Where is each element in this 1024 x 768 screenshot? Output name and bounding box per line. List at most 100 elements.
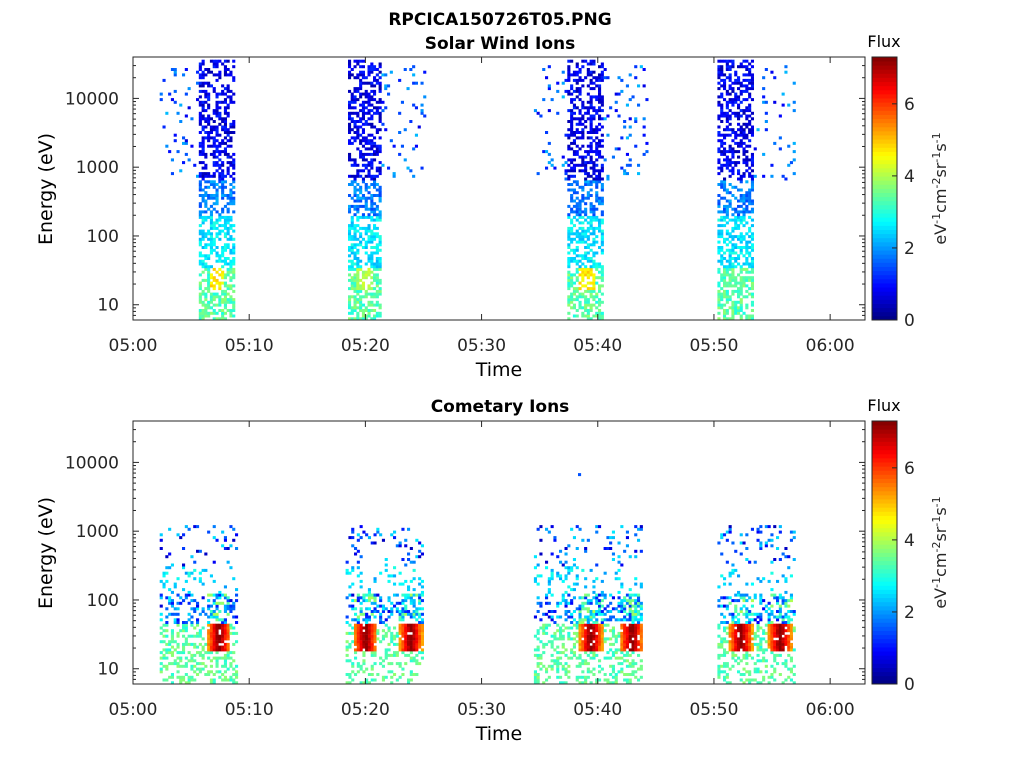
spectrogram-cell xyxy=(353,177,357,181)
spectrogram-cell xyxy=(723,78,727,82)
spectrogram-cell xyxy=(204,120,208,123)
spectrogram-cell xyxy=(232,163,236,167)
spectrogram-cell xyxy=(381,659,385,663)
spectrogram-cell xyxy=(364,188,368,192)
spectrogram-cell xyxy=(353,254,357,258)
spectrogram-cell xyxy=(351,662,355,666)
spectrogram-cell xyxy=(420,626,424,630)
spectrogram-cell xyxy=(739,300,743,304)
spectrogram-cell xyxy=(232,262,236,266)
spectrogram-cell xyxy=(734,98,738,102)
spectrogram-cell xyxy=(584,645,588,649)
spectrogram-cell xyxy=(361,273,365,277)
spectrogram-cell xyxy=(370,147,374,151)
spectrogram-cell xyxy=(742,224,746,228)
spectrogram-cell xyxy=(367,169,371,173)
spectrogram-cell xyxy=(742,161,746,165)
spectrogram-cell xyxy=(559,601,563,605)
spectrogram-cell xyxy=(378,281,382,285)
spectrogram-cell xyxy=(375,235,379,239)
spectrogram-cell xyxy=(567,566,571,570)
spectrogram-cell xyxy=(212,656,216,660)
spectrogram-cell xyxy=(734,259,738,263)
spectrogram-cell xyxy=(215,645,219,649)
spectrogram-cell xyxy=(173,73,177,77)
spectrogram-cell xyxy=(367,100,371,104)
spectrogram-cell xyxy=(637,618,641,622)
spectrogram-cell xyxy=(759,525,763,529)
spectrogram-cell xyxy=(731,541,735,545)
spectrogram-cell xyxy=(756,577,760,581)
spectrogram-cell xyxy=(168,588,172,592)
spectrogram-cell xyxy=(229,174,233,178)
spectrogram-cell xyxy=(209,670,213,674)
spectrogram-cell xyxy=(207,287,211,291)
spectrogram-cell xyxy=(614,634,618,638)
spectrogram-cell xyxy=(384,634,388,638)
spectrogram-cell xyxy=(723,141,727,145)
spectrogram-cell xyxy=(218,610,222,613)
spectrogram-cell xyxy=(578,607,582,611)
spectrogram-cell xyxy=(409,579,413,583)
spectrogram-cell xyxy=(620,670,624,674)
spectrogram-cell xyxy=(725,298,729,302)
spectrogram-cell xyxy=(229,100,233,104)
spectrogram-cell xyxy=(584,246,588,249)
spectrogram-cell xyxy=(201,667,205,671)
spectrogram-cell xyxy=(728,204,732,208)
spectrogram-cell xyxy=(575,621,579,624)
spectrogram-cell xyxy=(412,631,416,635)
spectrogram-cell xyxy=(584,637,588,641)
spectrogram-cell xyxy=(221,196,225,200)
spectrogram-cell xyxy=(617,656,621,660)
spectrogram-cell xyxy=(226,300,230,304)
spectrogram-cell xyxy=(572,237,576,241)
spectrogram-cell xyxy=(350,259,354,263)
spectrogram-cell xyxy=(642,125,646,129)
spectrogram-cell xyxy=(581,670,585,674)
spectrogram-cell xyxy=(606,133,610,137)
spectrogram-cell xyxy=(204,100,208,104)
axes: 05:00 05:10 05:20 05:30 05:40 05:50 06:0010100… xyxy=(65,56,865,356)
spectrogram-cell xyxy=(614,651,618,655)
spectrogram-cell xyxy=(720,670,724,674)
spectrogram-cell xyxy=(204,117,208,121)
spectrogram-cell xyxy=(742,131,746,134)
spectrogram-cell xyxy=(739,292,743,296)
colorbar-segment xyxy=(872,118,897,124)
spectrogram-cell xyxy=(592,240,596,244)
spectrogram-cell xyxy=(359,284,363,288)
spectrogram-cell xyxy=(420,103,424,107)
spectrogram-cell xyxy=(634,549,638,553)
spectrogram-cell xyxy=(536,563,540,567)
spectrogram-cell xyxy=(572,631,576,635)
spectrogram-cell xyxy=(739,194,743,197)
spectrogram-cell xyxy=(420,585,424,589)
spectrogram-cell xyxy=(725,259,729,263)
spectrogram-cell xyxy=(553,538,557,542)
spectrogram-cell xyxy=(533,577,537,581)
spectrogram-cell xyxy=(229,89,233,93)
spectrogram-cell xyxy=(606,651,610,655)
spectrogram-cell xyxy=(184,114,188,118)
spectrogram-cell xyxy=(609,673,613,676)
spectrogram-cell xyxy=(212,180,216,184)
spectrogram-cell xyxy=(631,604,635,608)
spectrogram-cell xyxy=(378,289,382,293)
plot-frame xyxy=(132,56,866,321)
spectrogram-cell xyxy=(409,626,413,630)
spectrogram-cell xyxy=(370,601,374,605)
spectrogram-cell xyxy=(207,314,211,318)
spectrogram-cell xyxy=(595,292,599,296)
spectrogram-cell xyxy=(378,111,382,115)
spectrogram-cell xyxy=(229,631,233,635)
spectrogram-cell xyxy=(212,292,216,296)
spectrogram-cell xyxy=(717,300,721,304)
spectrogram-cell xyxy=(209,610,213,613)
spectrogram-cell xyxy=(731,648,735,652)
spectrogram-cell xyxy=(567,273,571,277)
spectrogram-cell xyxy=(348,73,352,77)
colorbar-segment xyxy=(872,283,897,288)
spectrogram-cell xyxy=(384,106,388,110)
spectrogram-cell xyxy=(717,210,721,214)
